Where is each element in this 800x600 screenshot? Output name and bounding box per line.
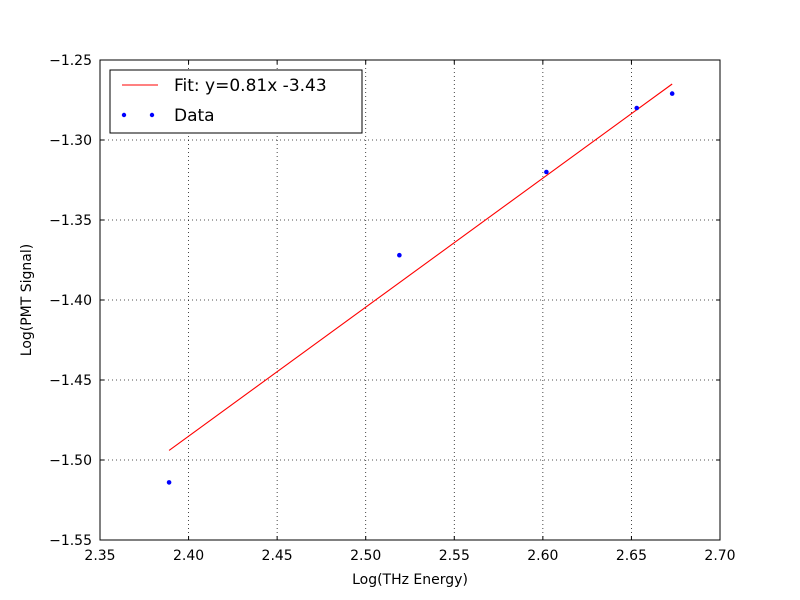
legend-box — [109, 69, 363, 134]
data-point — [669, 91, 675, 96]
y-tick-label: −1.40 — [49, 293, 92, 309]
y-tick-label: −1.25 — [49, 53, 92, 69]
y-tick-label: −1.55 — [49, 533, 92, 549]
data-point — [166, 480, 172, 485]
y-axis-label: Log(PMT Signal) — [19, 244, 35, 356]
legend-fit-label: Fit: y=0.81x -3.43 — [174, 76, 327, 96]
axis-ticks: 2.35 2.40 2.45 2.50 2.55 2.60 2.65 2.70 −1.25 −1.… — [49, 53, 735, 564]
plot-series — [166, 83, 675, 485]
x-tick-label: 2.65 — [616, 548, 647, 564]
legend-data-marker — [121, 112, 127, 118]
y-tick-label: −1.35 — [49, 213, 92, 229]
y-tick-label: −1.30 — [49, 133, 92, 149]
y-tick-label: −1.45 — [49, 373, 92, 389]
data-point — [397, 252, 402, 258]
legend-data-marker — [149, 112, 155, 118]
y-tick-label: −1.50 — [49, 453, 92, 469]
x-tick-label: 2.70 — [704, 548, 735, 564]
fit-line — [168, 83, 673, 451]
grid — [100, 60, 720, 540]
legend: Fit: y=0.81x -3.43 Data — [109, 69, 363, 134]
x-tick-label: 2.40 — [173, 548, 204, 564]
data-point — [544, 169, 549, 175]
x-tick-label: 2.35 — [84, 548, 115, 564]
x-axis-label: Log(THz Energy) — [352, 572, 468, 588]
legend-data-label: Data — [174, 106, 215, 126]
data-point — [634, 105, 640, 111]
x-tick-label: 2.45 — [262, 548, 293, 564]
x-tick-label: 2.55 — [439, 548, 470, 564]
x-tick-label: 2.60 — [527, 548, 558, 564]
x-tick-label: 2.50 — [350, 548, 381, 564]
